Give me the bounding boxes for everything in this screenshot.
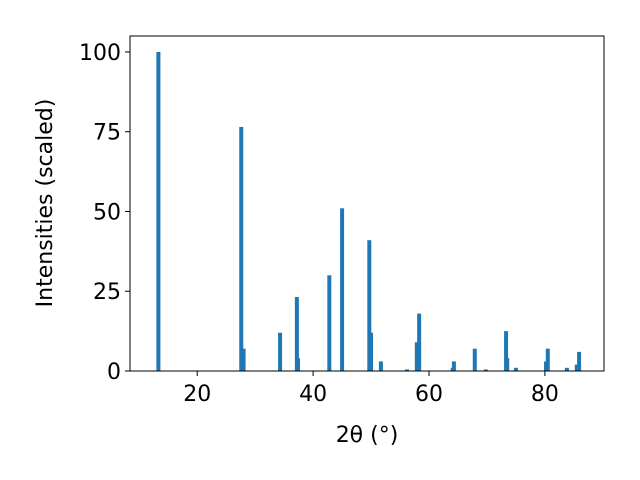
bar bbox=[340, 208, 345, 371]
bar bbox=[545, 348, 550, 371]
bar bbox=[414, 342, 419, 371]
bar bbox=[505, 358, 510, 371]
bar bbox=[378, 361, 383, 371]
x-tick-label: 20 bbox=[183, 382, 211, 407]
bar bbox=[239, 126, 244, 371]
bar bbox=[369, 332, 374, 371]
y-tick-label: 25 bbox=[93, 280, 121, 305]
bar bbox=[367, 240, 372, 371]
y-tick-label: 0 bbox=[107, 360, 121, 385]
y-tick-label: 50 bbox=[93, 200, 121, 225]
x-tick-label: 40 bbox=[299, 382, 327, 407]
y-tick-label: 100 bbox=[79, 41, 121, 66]
bar bbox=[296, 358, 301, 371]
bar bbox=[504, 331, 509, 371]
y-axis-label: Intensities (scaled) bbox=[33, 99, 58, 308]
bar bbox=[241, 348, 246, 371]
bar bbox=[156, 51, 161, 371]
x-axis-label: 2θ (°) bbox=[336, 423, 399, 448]
bar bbox=[483, 369, 488, 371]
bar bbox=[294, 296, 299, 371]
bar bbox=[404, 369, 409, 371]
bar bbox=[327, 275, 332, 371]
bar bbox=[472, 348, 477, 371]
bar bbox=[451, 361, 456, 371]
bar bbox=[574, 364, 579, 371]
x-tick-label: 60 bbox=[415, 382, 443, 407]
y-tick-label: 75 bbox=[93, 121, 121, 146]
bar bbox=[577, 351, 582, 371]
x-tick-label: 80 bbox=[531, 382, 559, 407]
bar bbox=[278, 332, 283, 371]
bar bbox=[513, 367, 518, 371]
bar bbox=[564, 367, 569, 371]
bar bbox=[417, 313, 422, 371]
plot-frame bbox=[129, 35, 605, 372]
